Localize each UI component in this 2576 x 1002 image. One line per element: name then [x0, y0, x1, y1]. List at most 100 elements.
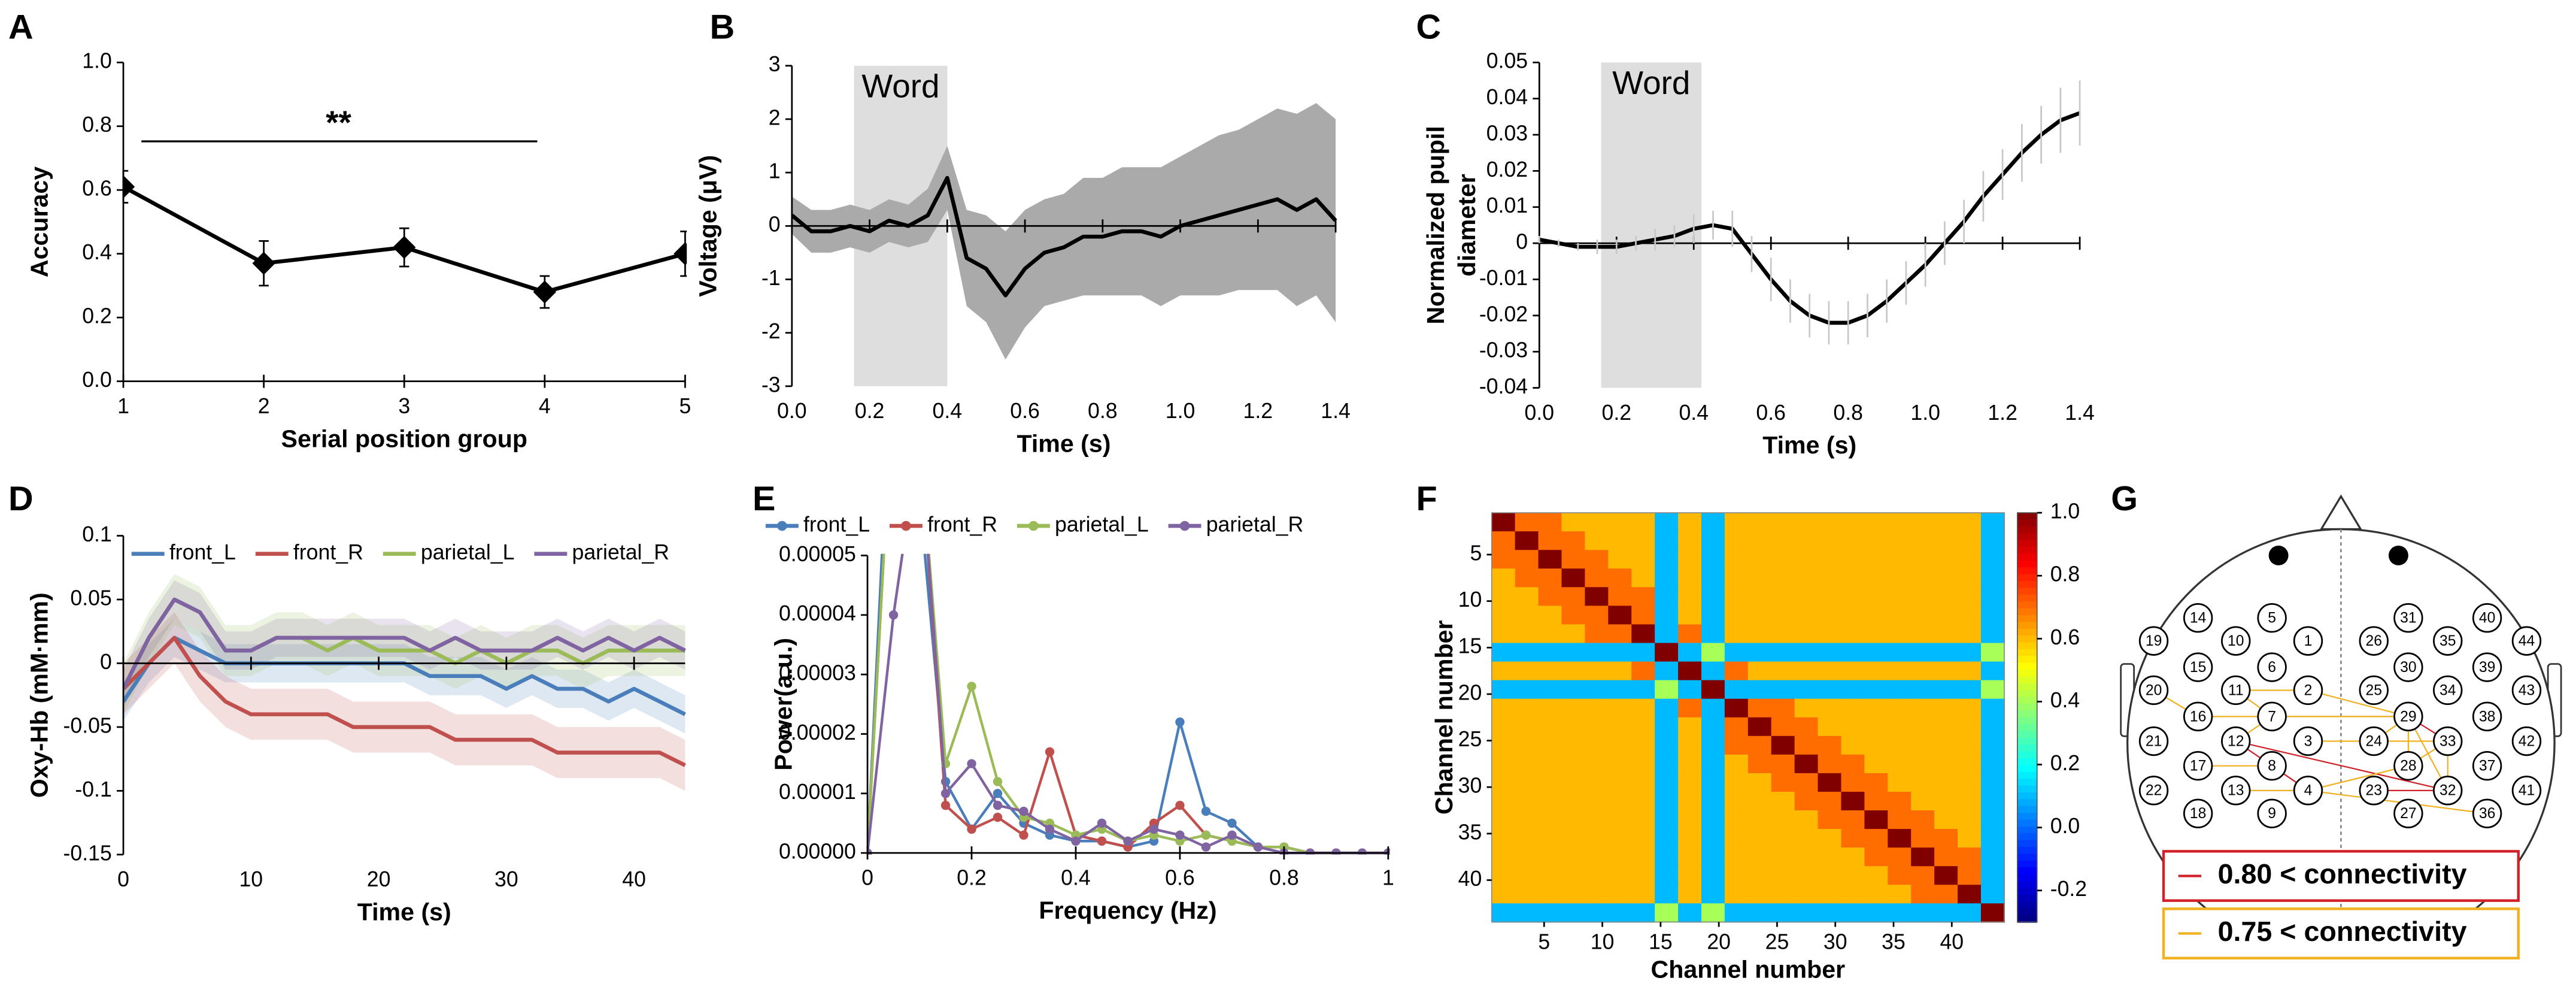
- heat-cell: [1678, 606, 1703, 625]
- heat-cell: [1491, 885, 1516, 904]
- heat-cell: [1864, 866, 1889, 886]
- colorbar-step: [2017, 758, 2037, 766]
- channel: [2433, 675, 2463, 706]
- x-tick-label: 2: [258, 394, 270, 418]
- heat-cell: [1747, 754, 1772, 774]
- x-tick-label: 0.8: [1269, 865, 1299, 889]
- heat-cell: [1958, 735, 1982, 755]
- heat-cell: [1608, 680, 1633, 700]
- heat-cell: [1678, 643, 1703, 662]
- heat-cell: [1958, 568, 1982, 588]
- plot: [123, 574, 686, 791]
- heat-cell: [1608, 587, 1633, 607]
- heat-cell: [1864, 643, 1889, 662]
- channel: [2138, 726, 2169, 756]
- heat-cell: [1724, 847, 1749, 867]
- channel: [2472, 798, 2502, 828]
- heat-cell: [1585, 791, 1609, 812]
- x-tick-label: 1.0: [1166, 399, 1196, 423]
- heat-cell: [1958, 698, 1982, 718]
- colorbar-step: [2017, 588, 2037, 596]
- x-tick-label: 40: [622, 867, 646, 891]
- colorbar-step: [2017, 881, 2037, 889]
- heat-cell: [1585, 773, 1609, 793]
- heat-cell: [1701, 513, 1725, 532]
- heat-cell: [1631, 754, 1656, 774]
- heat-cell: [1980, 643, 2005, 662]
- heat-cell: [1631, 791, 1656, 812]
- heat-cell: [1934, 717, 1959, 737]
- heat-cell: [1515, 754, 1539, 774]
- heat-cell: [1958, 754, 1982, 774]
- heat-cell: [1655, 661, 1679, 681]
- y-tick-label: 0.00005: [779, 542, 856, 566]
- heat-cell: [1724, 643, 1749, 662]
- channel-label: 4: [2304, 783, 2313, 799]
- heat-cell: [1911, 680, 1935, 700]
- marker: [673, 242, 687, 265]
- heat-cell: [1934, 810, 1959, 830]
- colorbar-step: [2017, 840, 2037, 848]
- heat-cell: [1911, 866, 1935, 886]
- heat-cell: [1958, 550, 1982, 570]
- heat-cell: [1491, 698, 1516, 718]
- heat-cell: [1980, 587, 2005, 607]
- heat-cell: [1491, 903, 1516, 923]
- heat-cell: [1561, 866, 1586, 886]
- colorbar-step: [2017, 540, 2037, 548]
- colorbar-step: [2017, 519, 2037, 528]
- colorbar-step: [2017, 860, 2037, 868]
- colorbar-step: [2017, 731, 2037, 739]
- heat-cell: [1561, 624, 1586, 644]
- marker: [1227, 818, 1237, 828]
- heat-cell: [1678, 829, 1703, 849]
- heat-cell: [1608, 568, 1633, 588]
- marker: [993, 800, 1003, 810]
- channel: [2359, 776, 2389, 806]
- heat-cell: [1841, 810, 1865, 830]
- heat-cell: [1701, 606, 1725, 625]
- panel-letter: C: [1416, 8, 1442, 47]
- marker: [1175, 800, 1185, 810]
- heat-cell: [1515, 885, 1539, 904]
- heat-cell: [1771, 903, 1795, 923]
- highlight-label: Word: [861, 68, 939, 105]
- heat-cell: [1585, 568, 1609, 588]
- heat-cell: [1864, 531, 1889, 551]
- colorbar-step: [2017, 580, 2037, 589]
- legend-label: front_L: [169, 540, 236, 564]
- heat-cell: [1841, 698, 1865, 718]
- legend-marker: [901, 520, 911, 531]
- channel: [2511, 675, 2542, 706]
- legend-label: parietal_L: [1055, 512, 1149, 536]
- x-tick-label: 25: [1765, 930, 1789, 953]
- channel: [2393, 750, 2423, 781]
- channel: [2221, 776, 2251, 806]
- heat-cell: [1841, 643, 1865, 662]
- heat-cell: [1724, 698, 1749, 718]
- x-axis-label: Time (s): [357, 898, 451, 926]
- panel-letter: F: [1416, 480, 1437, 518]
- heat-cell: [1678, 587, 1703, 607]
- colorbar-step: [2017, 622, 2037, 630]
- heat-cell: [1864, 885, 1889, 904]
- heat-cell: [1491, 550, 1516, 570]
- heat-cell: [1841, 624, 1865, 644]
- annotation: **: [326, 104, 351, 141]
- heat-cell: [1747, 661, 1772, 681]
- heat-cell: [1538, 513, 1562, 532]
- heat-cell: [1771, 661, 1795, 681]
- panel-letter: G: [2111, 480, 2138, 518]
- channel-label: 40: [2479, 610, 2495, 626]
- panel-letter: A: [8, 8, 34, 47]
- heat-cell: [1818, 735, 1842, 755]
- legend-label: front_R: [293, 540, 363, 564]
- heat-cell: [1608, 791, 1633, 812]
- colorbar-step: [2017, 792, 2037, 800]
- heat-cell: [1538, 754, 1562, 774]
- heat-cell: [1561, 903, 1586, 923]
- heat-cell: [1515, 791, 1539, 812]
- heat-cell: [1958, 847, 1982, 867]
- heat-cell: [1794, 735, 1819, 755]
- heat-cell: [1911, 513, 1935, 532]
